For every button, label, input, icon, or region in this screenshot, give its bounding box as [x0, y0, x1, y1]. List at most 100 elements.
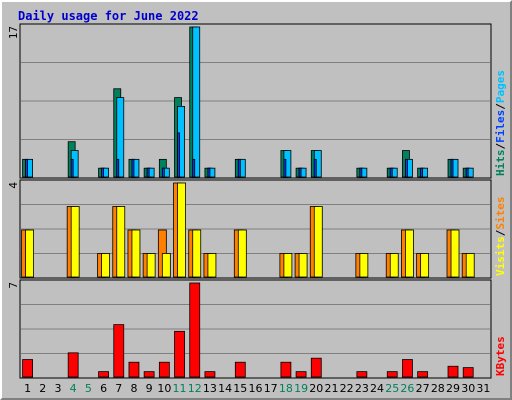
day-label-30: 30 [461, 382, 475, 395]
bar-visits-day-11 [177, 182, 186, 278]
bar-kbytes-day-25 [386, 371, 398, 378]
day-label-6: 6 [100, 382, 107, 395]
bar-kbytes-day-11 [174, 330, 185, 378]
bar-kbytes-day-29 [447, 365, 459, 378]
bar-files-day-15 [237, 158, 241, 178]
day-label-27: 27 [416, 382, 430, 395]
bar-files-day-1 [25, 158, 28, 178]
bar-files-day-8 [131, 158, 135, 178]
day-label-28: 28 [431, 382, 445, 395]
legend-item: KBytes [494, 336, 507, 376]
day-label-5: 5 [85, 382, 92, 395]
bar-visits-day-15 [237, 229, 247, 278]
day-label-4: 4 [70, 382, 77, 395]
bar-kbytes-day-4 [67, 352, 79, 378]
bar-files-day-23 [359, 167, 363, 178]
bar-visits-day-13 [207, 253, 217, 278]
panel-middle: 4 Visits/Sites [7, 179, 507, 279]
bar-visits-day-10 [161, 253, 171, 278]
legend-item: Sites [494, 197, 507, 230]
bar-visits-day-19 [298, 253, 308, 278]
bar-files-day-7 [116, 158, 120, 178]
bar-visits-day-30 [465, 253, 475, 278]
legend-item: Hits [494, 150, 507, 177]
bar-visits-day-26 [405, 229, 414, 278]
day-label-24: 24 [370, 382, 384, 395]
day-label-16: 16 [249, 382, 263, 395]
panel-top-legend: Hits/Files/Pages [494, 70, 507, 176]
bar-kbytes-day-8 [128, 361, 140, 378]
panel-top-max-label: 17 [7, 26, 20, 39]
day-label-26: 26 [400, 382, 414, 395]
bar-files-day-6 [101, 167, 104, 178]
day-label-13: 13 [203, 382, 217, 395]
bar-files-day-10 [161, 167, 165, 178]
bar-kbytes-day-19 [295, 371, 307, 378]
day-label-23: 23 [355, 382, 369, 395]
day-label-8: 8 [130, 382, 137, 395]
bar-files-day-30 [465, 167, 469, 178]
bar-files-day-4 [70, 158, 74, 178]
bar-kbytes-day-12 [189, 282, 201, 378]
day-label-25: 25 [385, 382, 399, 395]
panel-middle-legend: Visits/Sites [494, 197, 507, 277]
bar-visits-day-4 [70, 206, 80, 278]
bar-kbytes-day-9 [143, 371, 155, 378]
bar-files-day-20 [313, 158, 317, 178]
bar-visits-day-12 [192, 229, 202, 278]
day-label-14: 14 [218, 382, 232, 395]
bar-kbytes-day-15 [234, 361, 246, 378]
bar-visits-day-23 [359, 253, 369, 278]
legend-item: / [494, 143, 507, 150]
bar-visits-day-18 [283, 253, 293, 278]
day-label-19: 19 [294, 382, 308, 395]
bar-visits-day-7 [116, 206, 126, 278]
bar-pages-day-7 [116, 97, 125, 178]
bar-files-day-27 [420, 167, 424, 178]
bar-visits-day-25 [389, 253, 399, 278]
bar-kbytes-day-18 [280, 361, 292, 378]
day-label-12: 12 [188, 382, 202, 395]
bar-files-day-26 [405, 158, 408, 178]
bar-kbytes-day-7 [113, 324, 125, 378]
bar-kbytes-day-23 [356, 371, 368, 378]
bar-pages-day-12 [192, 26, 201, 178]
day-label-9: 9 [146, 382, 153, 395]
bar-files-day-11 [177, 132, 180, 178]
bar-files-day-25 [389, 167, 393, 178]
bar-kbytes-day-27 [417, 371, 429, 378]
legend-item: / [494, 103, 507, 110]
day-axis-labels: 1 2 3 4 5 6 7 8 9 10 11 12 13 14 15 16 17 18 19 20 21 22 23 24 2… [24, 382, 490, 395]
bar-kbytes-day-6 [98, 371, 109, 378]
bar-visits-day-6 [101, 253, 110, 278]
day-label-11: 11 [173, 382, 187, 395]
bar-files-day-9 [146, 167, 150, 178]
day-label-17: 17 [264, 382, 278, 395]
bar-kbytes-day-30 [462, 367, 474, 378]
bar-kbytes-day-20 [310, 357, 322, 378]
day-label-2: 2 [39, 382, 46, 395]
day-label-1: 1 [24, 382, 31, 395]
day-label-31: 31 [476, 382, 490, 395]
bar-files-day-13 [207, 167, 211, 178]
bar-visits-day-20 [313, 206, 323, 278]
bar-visits-day-8 [131, 229, 141, 278]
panel-bottom-legend: KBytes [494, 336, 507, 376]
legend-item: Pages [494, 70, 507, 103]
day-label-20: 20 [309, 382, 323, 395]
bar-visits-day-1 [25, 229, 34, 278]
day-label-7: 7 [115, 382, 122, 395]
legend-item: / [494, 229, 507, 236]
bar-files-day-19 [298, 167, 302, 178]
chart-title: Daily usage for June 2022 [18, 9, 199, 23]
bar-files-day-12 [192, 158, 196, 178]
day-label-10: 10 [157, 382, 171, 395]
panel-middle-max-label: 4 [7, 182, 20, 189]
legend-item: Files [494, 110, 507, 143]
bar-kbytes-day-26 [402, 359, 413, 378]
bar-visits-day-29 [450, 229, 460, 278]
day-label-18: 18 [279, 382, 293, 395]
